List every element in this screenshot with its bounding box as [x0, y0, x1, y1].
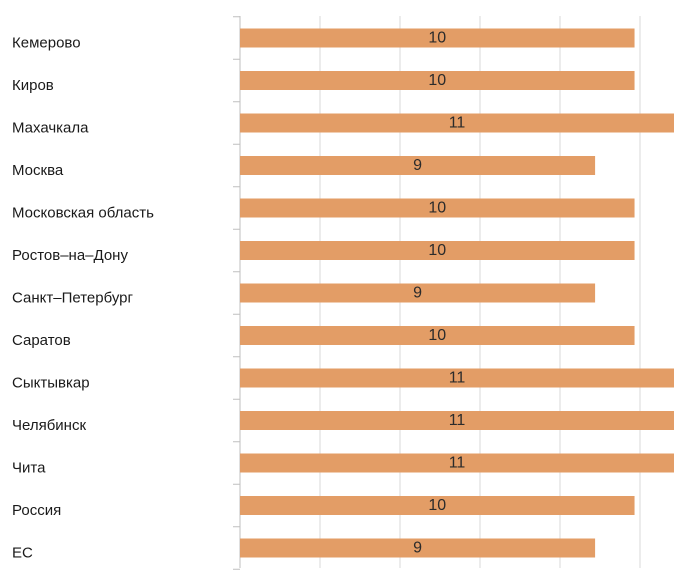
bars [240, 28, 674, 558]
data-label: 10 [428, 30, 446, 47]
category-axis [233, 16, 241, 570]
data-label: 11 [449, 115, 466, 132]
category-label: Москва [12, 162, 64, 179]
category-label: Сыктывкар [12, 375, 90, 392]
category-label: Махачкала [12, 120, 89, 137]
data-label: 11 [449, 370, 466, 387]
data-label: 10 [428, 242, 446, 259]
category-label: Чита [12, 460, 46, 477]
bar [240, 453, 674, 473]
data-label: 11 [449, 455, 466, 472]
bar [240, 326, 635, 345]
bar [240, 496, 635, 515]
category-label: Московская область [12, 205, 154, 222]
data-label: 10 [428, 72, 446, 89]
category-label: Ростов–на–Дону [12, 247, 128, 264]
bar [240, 283, 596, 303]
data-label: 10 [428, 497, 446, 514]
category-label: Санкт–Петербург [12, 290, 134, 307]
bar [240, 411, 674, 430]
bar [240, 28, 635, 48]
category-label: Кемерово [12, 35, 81, 52]
data-label: 9 [413, 540, 422, 557]
data-label: 9 [413, 157, 422, 174]
category-label: ЕС [12, 545, 33, 562]
bar [240, 241, 635, 260]
data-labels: 10 10 11 9 10 10 9 10 11 11 11 10 9 [413, 30, 465, 557]
bar [240, 71, 635, 90]
category-labels: Кемерово Киров Махачкала Москва Московская о… [12, 35, 154, 562]
data-label: 10 [428, 327, 446, 344]
bar [240, 198, 635, 218]
bar [240, 368, 674, 388]
category-label: Саратов [12, 332, 71, 349]
category-label: Киров [12, 77, 54, 94]
bar [240, 156, 596, 175]
data-label: 10 [428, 200, 446, 217]
category-label: Челябинск [12, 417, 86, 434]
bar [240, 113, 674, 133]
category-label: Россия [12, 502, 61, 519]
data-label: 9 [413, 285, 422, 302]
bar [240, 538, 596, 558]
data-label: 11 [449, 412, 466, 429]
